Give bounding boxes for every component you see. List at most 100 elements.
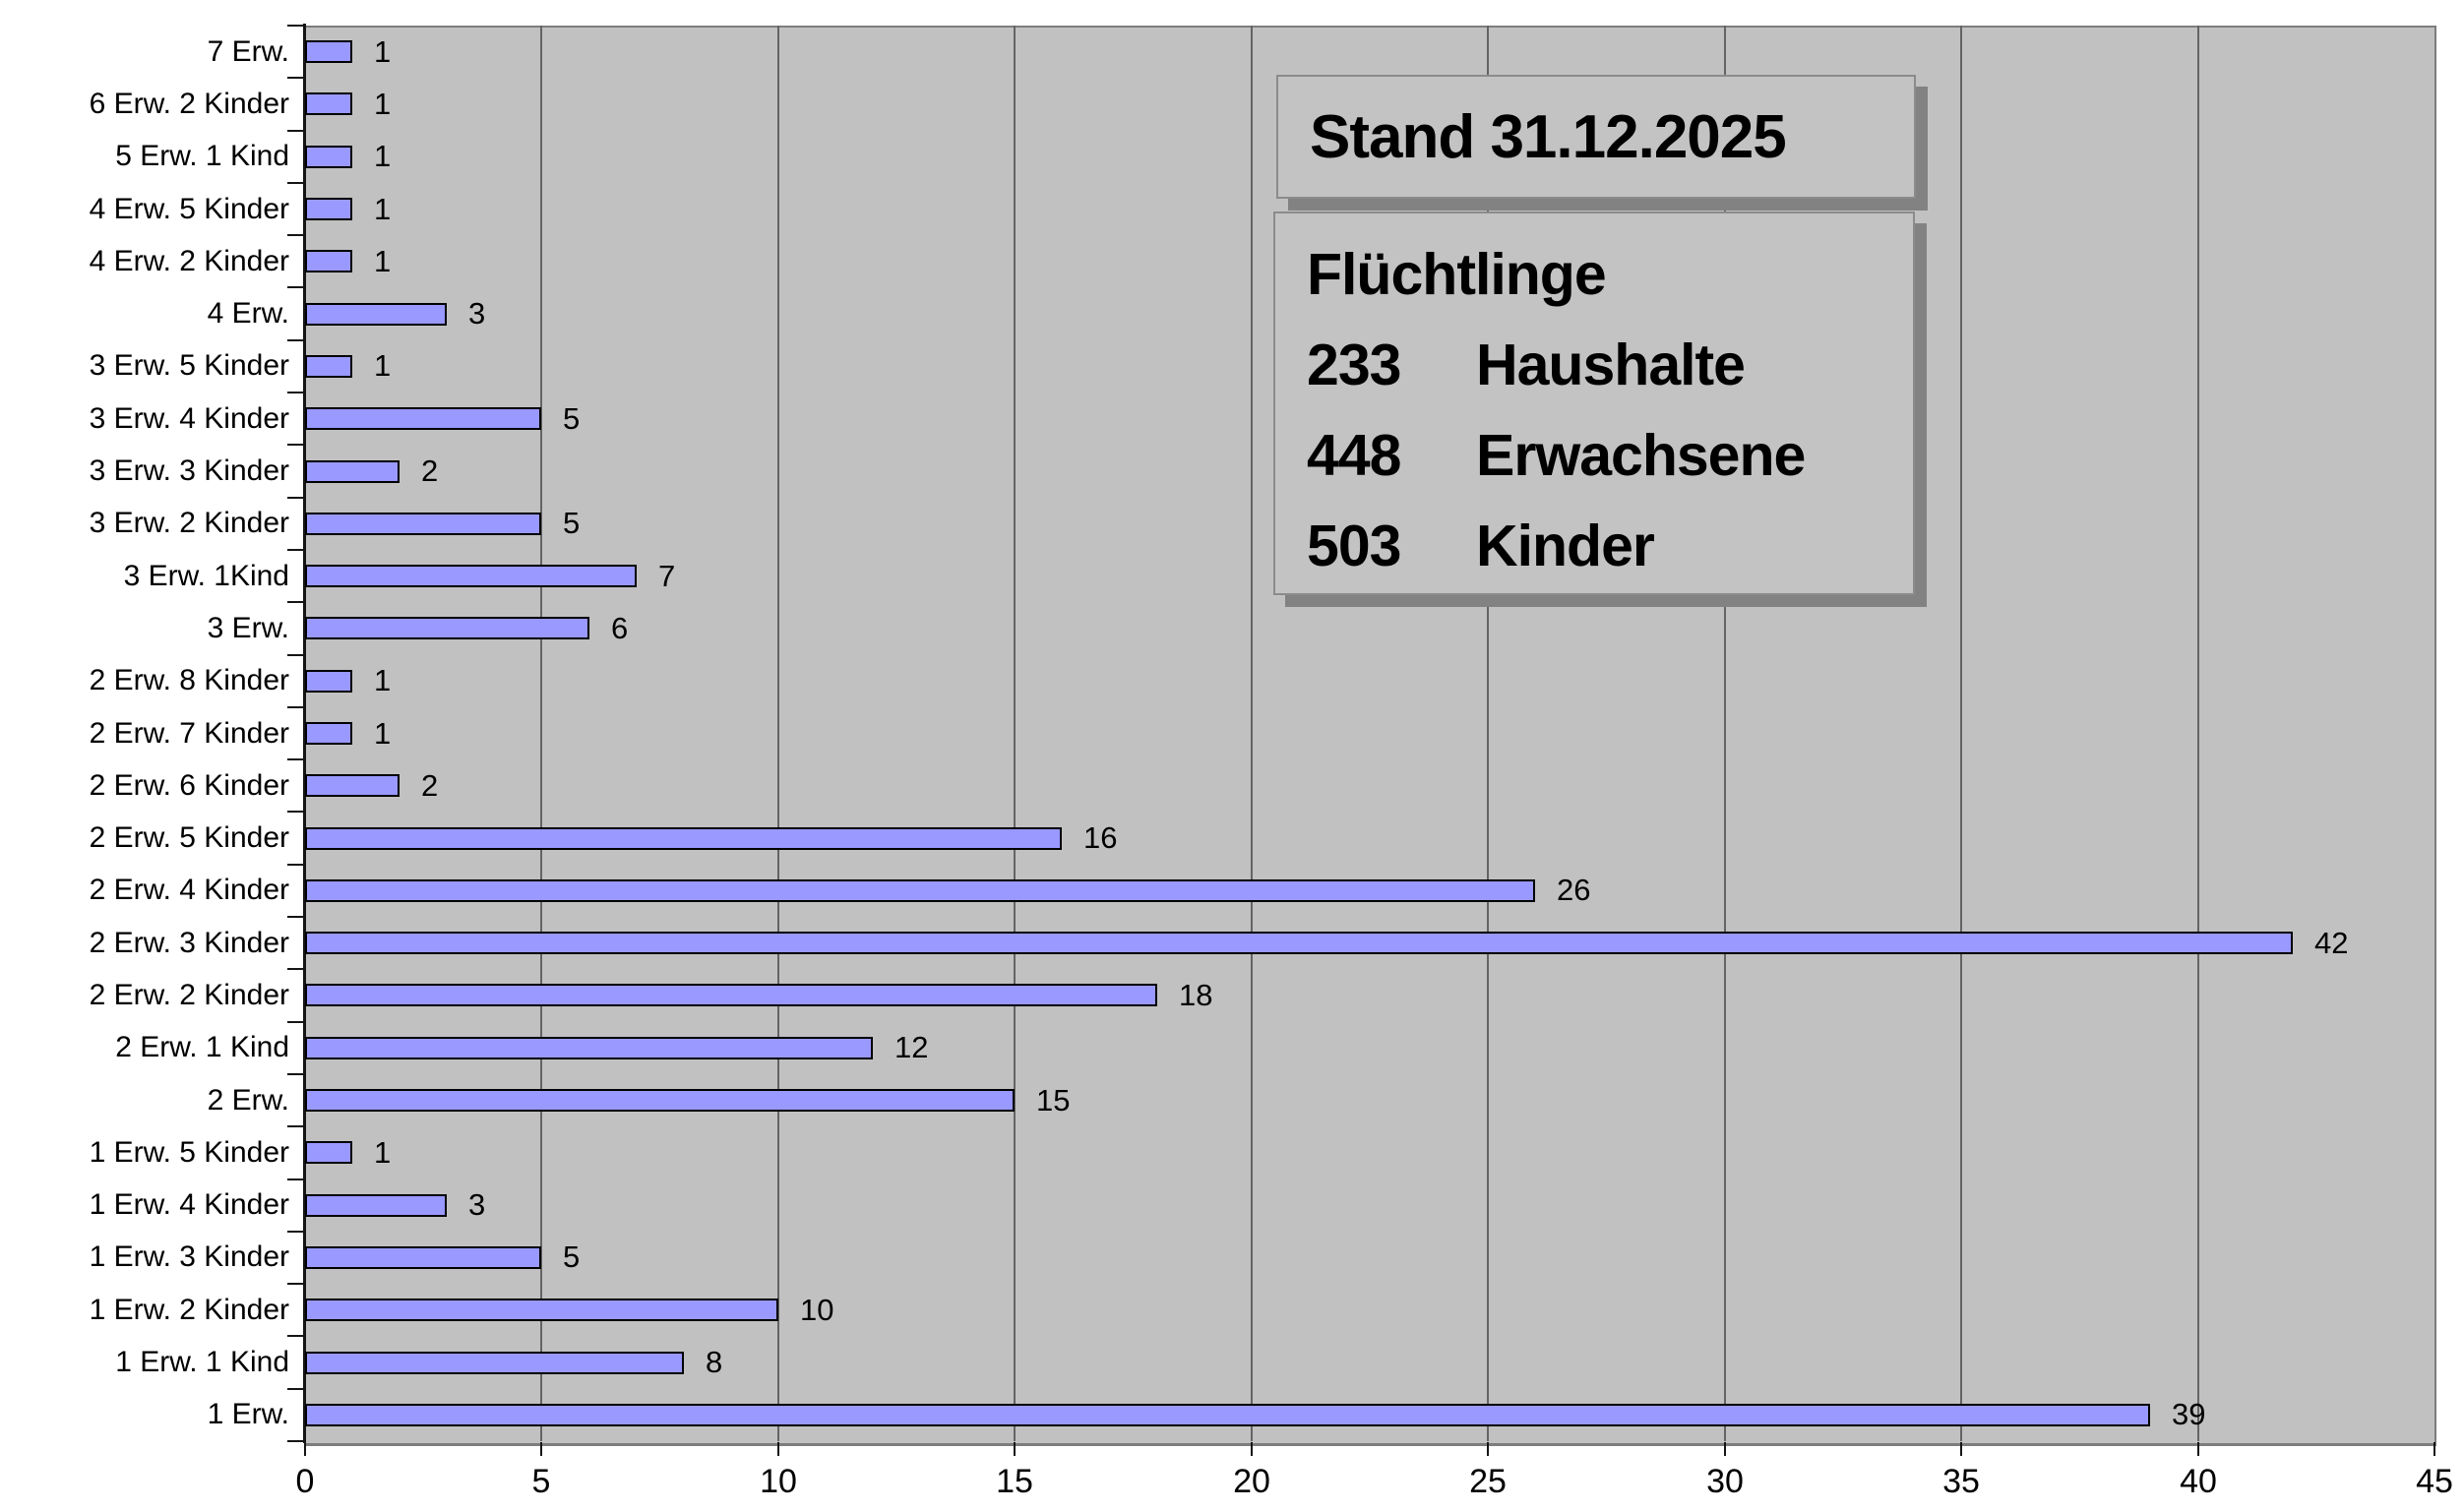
bar-value-label: 1 [374, 716, 392, 751]
bar [305, 774, 400, 797]
bar-value-label: 6 [611, 611, 629, 645]
x-axis-tick [304, 1442, 306, 1456]
y-axis-tick [287, 1440, 305, 1442]
stat-value: 233 [1307, 332, 1401, 397]
bar [305, 1141, 352, 1164]
bar-value-label: 1 [374, 244, 392, 278]
gridline [1960, 26, 1962, 1441]
y-axis-tick [287, 1231, 305, 1233]
bar-value-label: 1 [374, 348, 392, 383]
bar [305, 250, 352, 272]
stat-label: Haushalte [1476, 332, 1746, 397]
summary-title-text: Flüchtlinge [1307, 242, 1607, 307]
x-axis-tick-label: 40 [2180, 1463, 2217, 1500]
category-label: 2 Erw. 8 Kinder [89, 664, 289, 696]
y-axis-tick [287, 182, 305, 184]
category-label: 3 Erw. 2 Kinder [89, 507, 289, 539]
y-axis-tick [287, 25, 305, 27]
summary-title: Flüchtlinge [1307, 229, 1881, 320]
y-axis-tick [287, 811, 305, 813]
summary-stat-erwachsene: 448 Erwachsene [1307, 410, 1881, 501]
y-axis-tick [287, 1179, 305, 1180]
y-axis-tick [287, 1125, 305, 1127]
category-label: 1 Erw. [207, 1398, 289, 1430]
bar [305, 303, 447, 326]
bar [305, 879, 1535, 902]
bar-value-label: 2 [421, 453, 439, 488]
x-axis-tick [1724, 1442, 1726, 1456]
bar-value-label: 18 [1179, 978, 1213, 1012]
bar [305, 355, 352, 378]
y-axis-tick [287, 706, 305, 708]
bar-value-label: 16 [1083, 820, 1118, 855]
category-label: 2 Erw. 4 Kinder [89, 874, 289, 906]
category-label: 4 Erw. 5 Kinder [89, 193, 289, 225]
y-axis-tick [287, 1335, 305, 1337]
gridline [540, 26, 542, 1441]
bar-value-label: 42 [2314, 926, 2349, 960]
x-axis-tick-label: 25 [1469, 1463, 1507, 1500]
category-label: 6 Erw. 2 Kinder [89, 88, 289, 120]
bar [305, 1299, 778, 1321]
y-axis-tick [287, 286, 305, 288]
y-axis-tick [287, 444, 305, 446]
x-axis-tick [1251, 1442, 1253, 1456]
x-axis-tick-label: 0 [295, 1463, 315, 1500]
stand-date-text: Stand 31.12.2025 [1310, 102, 1787, 171]
category-label: 3 Erw. [207, 612, 289, 644]
gridline [1014, 26, 1016, 1441]
bar-value-label: 3 [468, 1187, 486, 1222]
bar-value-label: 1 [374, 139, 392, 173]
category-label: 5 Erw. 1 Kind [115, 140, 289, 172]
bar [305, 1246, 541, 1269]
category-label: 2 Erw. 2 Kinder [89, 979, 289, 1011]
gridline [1251, 26, 1253, 1441]
x-axis-tick [1960, 1442, 1962, 1456]
bar [305, 932, 2293, 954]
bar [305, 722, 352, 745]
bar-value-label: 1 [374, 192, 392, 226]
y-axis-tick [287, 1388, 305, 1390]
y-axis-tick [287, 758, 305, 760]
bar [305, 984, 1157, 1006]
x-axis-tick-label: 30 [1706, 1463, 1744, 1500]
bar-value-label: 26 [1557, 873, 1591, 907]
category-label: 7 Erw. [207, 35, 289, 68]
x-axis-tick [1014, 1442, 1016, 1456]
bar-value-label: 39 [2172, 1397, 2206, 1431]
y-axis-tick [287, 968, 305, 970]
x-axis-tick [777, 1442, 779, 1456]
bar-value-label: 5 [563, 506, 581, 540]
y-axis-tick [287, 497, 305, 499]
category-label: 4 Erw. [207, 297, 289, 330]
category-label: 2 Erw. 7 Kinder [89, 717, 289, 750]
bar-value-label: 3 [468, 296, 486, 331]
gridline [1487, 26, 1489, 1441]
category-label: 1 Erw. 4 Kinder [89, 1188, 289, 1221]
category-label: 1 Erw. 1 Kind [115, 1346, 289, 1378]
x-axis-tick [2197, 1442, 2199, 1456]
category-label: 3 Erw. 3 Kinder [89, 454, 289, 487]
y-axis-tick [287, 864, 305, 866]
y-axis-tick [287, 1073, 305, 1075]
gridline [2197, 26, 2199, 1441]
x-axis-tick [1487, 1442, 1489, 1456]
bar [305, 1404, 2150, 1426]
category-label: 3 Erw. 5 Kinder [89, 349, 289, 382]
bar [305, 1089, 1015, 1112]
y-axis-tick [287, 1021, 305, 1023]
y-axis-tick [287, 339, 305, 341]
y-axis-tick [287, 130, 305, 132]
x-axis-tick-label: 45 [2416, 1463, 2453, 1500]
bar [305, 460, 400, 483]
bar-value-label: 1 [374, 1135, 392, 1170]
category-label: 4 Erw. 2 Kinder [89, 245, 289, 277]
bar-value-label: 1 [374, 34, 392, 69]
x-axis-tick-label: 35 [1942, 1463, 1980, 1500]
bar [305, 565, 637, 587]
stat-label: Erwachsene [1476, 423, 1806, 488]
category-label: 2 Erw. 1 Kind [115, 1031, 289, 1063]
category-label: 2 Erw. [207, 1084, 289, 1117]
x-axis-tick-label: 15 [996, 1463, 1033, 1500]
